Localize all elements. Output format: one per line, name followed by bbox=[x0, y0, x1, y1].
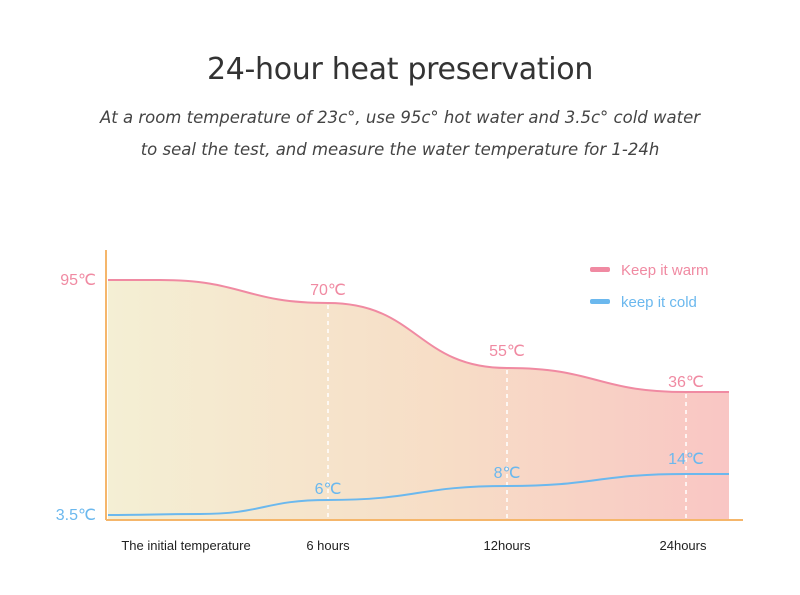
area-fill bbox=[108, 280, 729, 520]
x-tick-label: 12hours bbox=[484, 538, 531, 553]
y-tick-label-top: 95℃ bbox=[60, 272, 96, 289]
chart-subtitle-line1: At a room temperature of 23c°, use 95c° … bbox=[99, 108, 701, 127]
warm-data-label: 55℃ bbox=[489, 343, 525, 360]
legend-cold-label: keep it cold bbox=[621, 294, 697, 311]
cold-data-label: 6℃ bbox=[315, 481, 342, 498]
y-tick-label-bottom: 3.5℃ bbox=[56, 507, 96, 524]
cold-data-label: 8℃ bbox=[494, 465, 521, 482]
x-tick-label: 24hours bbox=[660, 538, 707, 553]
warm-data-label: 36℃ bbox=[668, 374, 704, 391]
legend-warm-swatch bbox=[590, 267, 610, 272]
warm-series-line bbox=[108, 279, 729, 393]
legend: Keep it warm keep it cold bbox=[590, 262, 709, 311]
warm-data-label: 70℃ bbox=[310, 282, 346, 299]
chart-title: 24-hour heat preservation bbox=[206, 52, 594, 87]
chart-subtitle-line2: to seal the test, and measure the water … bbox=[140, 140, 660, 159]
x-tick-label: 6 hours bbox=[306, 538, 350, 553]
x-tick-label: The initial temperature bbox=[121, 538, 250, 553]
cold-series-line bbox=[107, 473, 729, 516]
legend-warm-label: Keep it warm bbox=[621, 262, 709, 279]
legend-cold-swatch bbox=[590, 299, 610, 304]
cold-data-label: 14℃ bbox=[668, 451, 704, 468]
